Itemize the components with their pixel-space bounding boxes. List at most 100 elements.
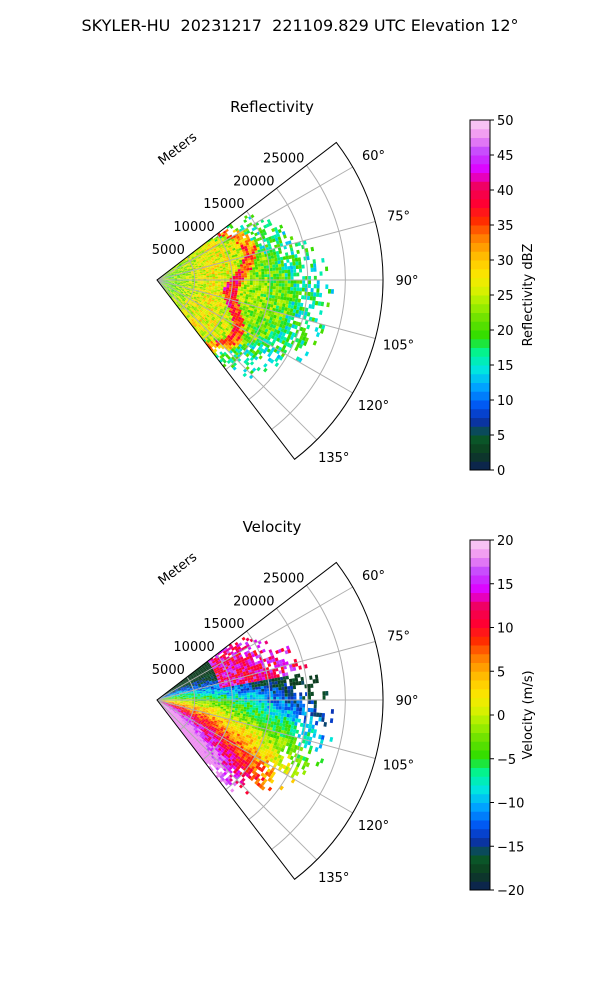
echo-cell: [253, 298, 257, 302]
echo-cell: [234, 253, 238, 257]
echo-cell: [223, 288, 227, 291]
echo-cell: [265, 325, 270, 330]
echo-cell: [186, 686, 190, 689]
echo-cell: [229, 735, 234, 739]
echo-cell: [224, 232, 228, 236]
echo-cell: [293, 324, 298, 330]
echo-cell: [254, 715, 258, 719]
echo-cell: [295, 265, 299, 270]
echo-cell: [231, 652, 236, 657]
echo-cell: [200, 753, 205, 757]
echo-cell: [182, 695, 186, 697]
echo-cell: [222, 764, 227, 768]
echo-cell: [249, 280, 253, 283]
echo-cell: [181, 268, 185, 271]
echo-cell: [175, 707, 179, 710]
echo-cell: [203, 750, 208, 754]
echo-cell: [202, 268, 206, 271]
echo-cell: [311, 317, 316, 323]
echo-cell: [221, 252, 225, 256]
echo-cell: [246, 664, 251, 668]
echo-cell: [177, 290, 181, 293]
echo-cell: [183, 681, 187, 684]
echo-cell: [228, 310, 233, 314]
echo-cell: [239, 734, 243, 738]
echo-cell: [171, 289, 174, 292]
echo-cell: [223, 694, 227, 697]
echo-cell: [191, 251, 195, 255]
echo-cell: [245, 361, 250, 367]
echo-cell: [172, 713, 175, 716]
echo-cell: [191, 713, 195, 716]
echo-cell: [162, 280, 166, 282]
echo-cell: [259, 310, 263, 315]
echo-cell: [169, 270, 172, 273]
echo-cell: [207, 659, 212, 663]
echo-cell: [263, 268, 268, 272]
echo-cell: [224, 652, 228, 656]
echo-cell: [256, 237, 261, 242]
echo-cell: [189, 723, 193, 726]
echo-cell: [224, 294, 229, 297]
echo-cell: [208, 299, 212, 303]
echo-cell: [197, 256, 202, 259]
echo-cell: [232, 229, 237, 233]
echo-cell: [216, 302, 220, 306]
echo-cell: [189, 267, 193, 270]
echo-cell: [284, 252, 289, 257]
echo-cell: [203, 284, 207, 287]
echo-cell: [211, 690, 215, 693]
echo-cell: [208, 660, 213, 664]
echo-cell: [161, 703, 165, 706]
echo-cell: [223, 705, 227, 708]
echo-cell: [171, 268, 175, 271]
echo-cell: [186, 298, 190, 301]
echo-cell: [179, 686, 183, 689]
echo-cell: [171, 281, 175, 282]
echo-cell: [166, 691, 170, 694]
echo-cell: [212, 253, 217, 257]
echo-cell: [217, 727, 221, 731]
colorbar-bin: [470, 312, 490, 322]
echo-cell: [230, 726, 234, 730]
echo-cell: [203, 747, 207, 751]
echo-cell: [185, 308, 188, 312]
echo-cell: [188, 698, 192, 700]
echo-cell: [211, 285, 215, 288]
echo-cell: [167, 704, 171, 707]
echo-cell: [241, 718, 246, 722]
echo-cell: [173, 695, 177, 697]
echo-cell: [239, 295, 243, 299]
echo-cell: [274, 295, 278, 300]
echo-cell: [185, 264, 189, 267]
echo-cell: [258, 700, 262, 703]
echo-cell: [235, 284, 239, 287]
echo-cell: [168, 270, 172, 273]
echo-cell: [163, 285, 167, 288]
echo-cell: [218, 756, 222, 761]
echo-cell: [239, 261, 243, 265]
echo-cell: [231, 707, 236, 711]
echo-cell: [187, 289, 191, 291]
echo-cell: [219, 754, 224, 759]
echo-cell: [232, 309, 236, 313]
echo-cell: [188, 729, 192, 733]
echo-cell: [187, 725, 191, 729]
echo-cell: [183, 276, 186, 278]
echo-cell: [197, 263, 201, 266]
echo-cell: [181, 690, 185, 692]
echo-cell: [221, 672, 225, 676]
echo-cell: [235, 704, 239, 707]
echo-cell: [268, 261, 273, 266]
echo-cell: [239, 320, 244, 324]
echo-cell: [281, 286, 285, 291]
echo-cell: [216, 721, 220, 724]
echo-cell: [208, 298, 212, 301]
echo-cell: [302, 341, 308, 347]
echo-cell: [193, 669, 197, 673]
echo-cell: [263, 315, 268, 319]
echo-cell: [208, 257, 212, 261]
echo-cell: [232, 273, 236, 277]
echo-cell: [209, 274, 213, 276]
